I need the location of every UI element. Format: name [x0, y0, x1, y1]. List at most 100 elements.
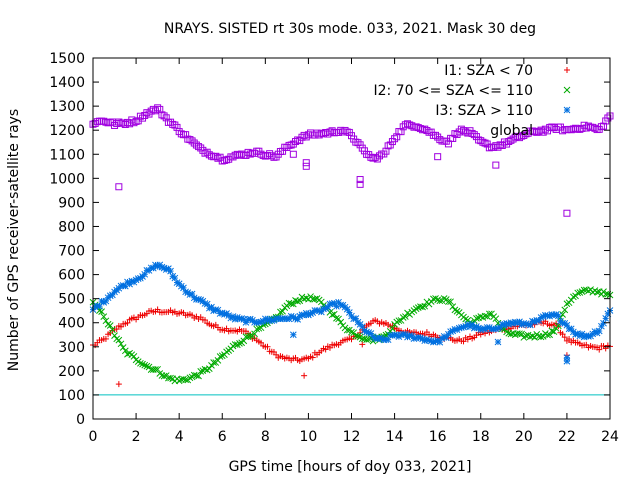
y-tick-label: 1400 [49, 75, 85, 91]
data-point [242, 319, 250, 326]
data-point [559, 311, 566, 318]
data-point [423, 127, 431, 135]
data-point [537, 333, 545, 341]
data-point [309, 354, 316, 361]
data-point [182, 376, 189, 384]
x-tick-label: 20 [515, 429, 533, 445]
data-point [567, 325, 575, 333]
data-point [341, 126, 349, 134]
data-point [317, 298, 325, 306]
data-point [98, 308, 105, 315]
x-axis-label: GPS time [hours of doy 033, 2021] [229, 459, 472, 475]
data-point [186, 374, 194, 382]
y-tick-label: 600 [58, 268, 85, 284]
data-point [113, 326, 120, 333]
x-tick-label: 0 [89, 429, 98, 445]
data-point [494, 143, 502, 151]
data-point [119, 344, 127, 351]
x-tick-label: 8 [261, 429, 270, 445]
data-point [220, 156, 228, 164]
data-point [287, 141, 295, 149]
data-point [130, 353, 138, 360]
data-point [600, 122, 608, 130]
series-1 [89, 286, 614, 385]
outlier-point [356, 176, 364, 184]
legend-marker [564, 67, 570, 73]
outlier-point [289, 150, 297, 158]
data-point [160, 372, 168, 380]
data-point [182, 131, 190, 139]
y-tick-label: 100 [58, 388, 85, 404]
data-point [363, 336, 370, 344]
x-tick-label: 6 [218, 429, 227, 445]
axis-ticks: 0 2 4 6 8 10 12 14 16 18 20 22 240100200300400500600… [49, 51, 619, 445]
data-point [473, 315, 480, 322]
x-tick-label: 18 [472, 429, 490, 445]
data-point [289, 300, 297, 308]
x-tick-label: 14 [386, 429, 404, 445]
data-point [518, 330, 526, 338]
data-point [421, 302, 429, 310]
data-point [154, 104, 162, 112]
outlier-point [289, 331, 297, 339]
data-point [202, 317, 209, 324]
y-tick-label: 700 [58, 244, 85, 260]
data-point [139, 360, 146, 368]
outlier-point [115, 183, 123, 191]
data-point [360, 147, 368, 155]
y-tick-label: 1500 [49, 51, 85, 67]
chart-title: NRAYS. SISTED rt 30s mode. 033, 2021. Ma… [164, 21, 536, 37]
data-point [337, 318, 345, 326]
data-point [393, 133, 401, 141]
y-tick-label: 0 [76, 412, 85, 428]
data-point [516, 134, 524, 142]
x-tick-label: 2 [132, 429, 141, 445]
data-point [554, 312, 562, 320]
data-point [440, 295, 448, 302]
data-point [572, 292, 579, 300]
y-tick-label: 900 [58, 195, 85, 211]
data-point [531, 334, 538, 341]
data-point [451, 130, 459, 138]
outlier-point [302, 162, 310, 170]
data-point [546, 331, 554, 339]
data-point [522, 332, 530, 339]
data-point [397, 128, 405, 136]
data-point [566, 336, 573, 343]
x-tick-label: 16 [429, 429, 447, 445]
data-point [156, 105, 164, 113]
y-tick-label: 1200 [49, 123, 85, 139]
data-point [445, 298, 452, 305]
x-tick-label: 22 [558, 429, 576, 445]
data-point [154, 365, 161, 373]
outlier-point [494, 338, 502, 346]
data-point [177, 130, 185, 138]
data-point [578, 330, 586, 338]
legend-label: I2: 70 <= SZA <= 110 [373, 83, 533, 99]
data-point [109, 326, 116, 334]
legend-marker [563, 106, 571, 114]
data-point [195, 143, 203, 151]
outlier-point [563, 354, 571, 361]
data-point [273, 351, 280, 358]
data-point [335, 315, 342, 323]
data-point [210, 359, 217, 366]
y-tick-label: 500 [58, 292, 85, 308]
data-point [160, 112, 168, 120]
data-point [561, 306, 569, 314]
data-point [162, 114, 170, 122]
data-point [121, 121, 129, 129]
data-point [520, 131, 528, 139]
data-point [216, 353, 224, 360]
series-2 [89, 261, 614, 365]
data-point [604, 114, 612, 122]
y-tick-label: 200 [58, 364, 85, 380]
data-point [117, 340, 125, 348]
data-point [115, 336, 123, 344]
data-point [212, 152, 220, 160]
outlier-point [115, 381, 122, 388]
data-point [197, 144, 205, 152]
data-point [354, 332, 362, 340]
data-point [559, 331, 566, 338]
